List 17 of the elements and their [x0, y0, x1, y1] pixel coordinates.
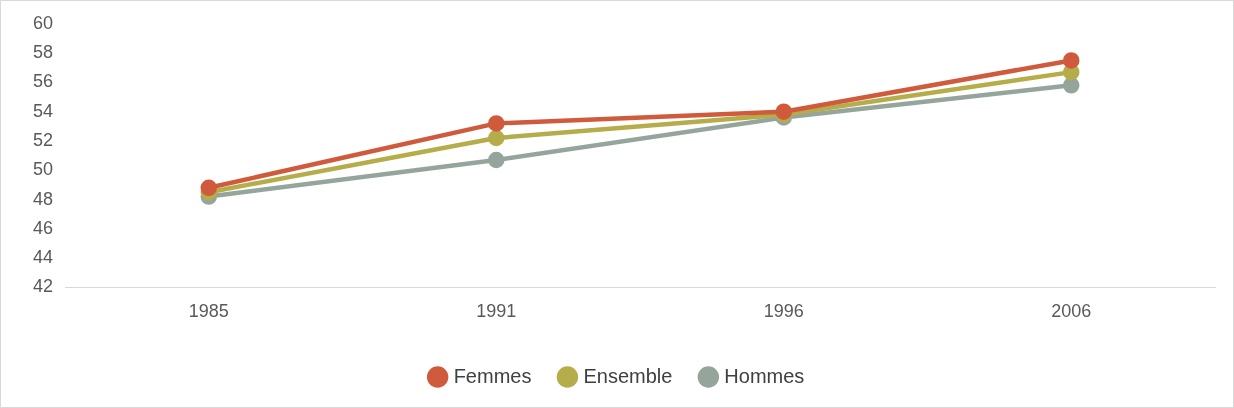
legend-label: Femmes	[453, 364, 532, 387]
y-tick-label: 56	[32, 71, 54, 92]
y-tick-label: 42	[32, 276, 54, 297]
x-tick-label: 2006	[1051, 301, 1092, 322]
x-tick-label: 1991	[476, 301, 517, 322]
x-tick-label: 1985	[188, 301, 229, 322]
x-tick-label: 1996	[763, 301, 804, 322]
y-tick-label: 52	[32, 129, 54, 150]
y-tick-label: 54	[32, 100, 54, 121]
legend-label: Ensemble	[583, 364, 673, 387]
y-tick-label: 44	[32, 247, 54, 268]
y-tick-label: 60	[32, 12, 54, 33]
y-tick-label: 48	[32, 188, 54, 209]
y-tick-label: 58	[32, 42, 54, 63]
y-tick-label: 50	[32, 159, 54, 180]
legend-label: Hommes	[724, 364, 805, 387]
y-tick-label: 46	[32, 217, 54, 238]
